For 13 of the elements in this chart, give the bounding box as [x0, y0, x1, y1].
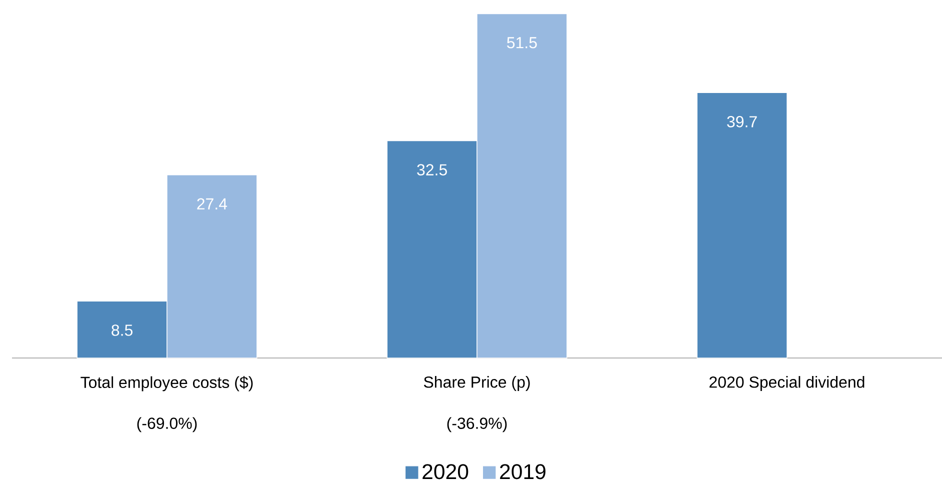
data-label: 39.7	[727, 116, 757, 128]
bar	[696, 92, 788, 358]
legend-label: 2019	[500, 464, 546, 480]
x-tick-label: Share Price (p)	[424, 376, 530, 391]
data-label: 8.5	[112, 324, 132, 336]
text: (-69.0%)	[137, 417, 197, 432]
legend-label: 2020	[422, 464, 468, 480]
data-label: 51.5	[507, 37, 537, 48]
x-tick-label: Total employee costs ($)	[80, 376, 253, 392]
data-label: 32.5	[417, 164, 447, 176]
data-label: 27.4	[197, 198, 228, 210]
text: (-36.9%)	[447, 417, 507, 432]
x-tick-label: 2020 Special dividend	[710, 376, 864, 391]
